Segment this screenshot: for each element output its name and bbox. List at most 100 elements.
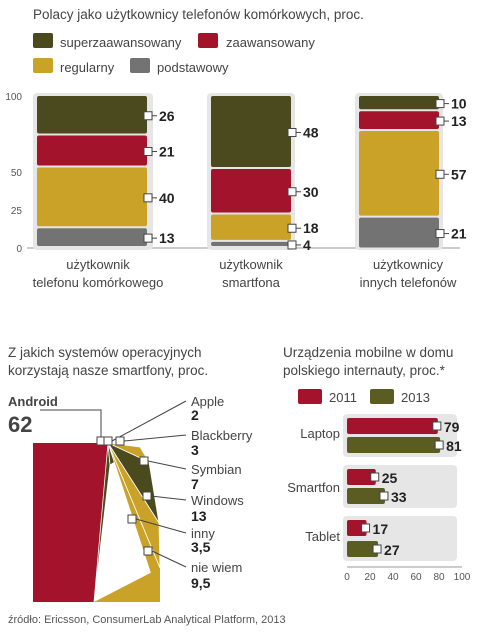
value-label-0-superzaawansowany: 26	[159, 108, 175, 124]
bar-seg-2-zaawansowany	[359, 111, 439, 129]
hbar-marker-Tablet-2013	[372, 544, 382, 554]
legend-label-2013: 2013	[401, 390, 430, 405]
legend-swatch-regularny	[33, 58, 53, 73]
bar-seg-0-regularny	[37, 167, 147, 227]
x-tick-80: 80	[433, 572, 445, 583]
marker-2-superzaawansowany	[435, 99, 445, 109]
value-label-1-regularny: 18	[303, 220, 319, 236]
slice-value-android: 62	[8, 412, 32, 437]
value-label-2-superzaawansowany: 10	[451, 96, 467, 112]
legend-swatch-2011	[298, 389, 322, 404]
chart2-title-line2: korzystają nasze smartfony, proc.	[8, 363, 208, 378]
slice-label-android: Android	[8, 394, 58, 409]
marker-0-zaawansowany	[143, 146, 153, 156]
legend-label-superzaawansowany: superzaawansowany	[60, 35, 182, 50]
x-tick-20: 20	[364, 572, 376, 583]
slice-label-Apple: Apple	[191, 394, 224, 409]
chart3-title-line1: Urządzenia mobilne w domu	[283, 345, 453, 360]
y-tick-50: 50	[11, 168, 23, 179]
bar-seg-2-superzaawansowany	[359, 96, 439, 110]
leader-Symbian	[147, 460, 187, 470]
slice-value-Symbian: 7	[191, 476, 199, 492]
bar-seg-1-podstawowy	[211, 241, 291, 246]
hbar-Laptop-2011	[347, 418, 438, 434]
marker-Windows	[142, 491, 152, 501]
hbar-marker-Laptop-2013	[434, 440, 444, 450]
x-tick-100: 100	[454, 572, 471, 583]
category-label-2-line2: innych telefonów	[360, 275, 457, 290]
value-label-2-zaawansowany: 13	[451, 113, 467, 129]
hbar-marker-Smartfon-2011	[370, 472, 380, 482]
hbar-value-Tablet-2011: 17	[373, 521, 389, 537]
hbar-marker-Tablet-2011	[361, 523, 371, 533]
hbar-category-Laptop: Laptop	[300, 426, 340, 441]
leader-android	[40, 409, 102, 437]
category-label-0-line1: użytkownik	[66, 257, 130, 272]
marker-Blackberry	[115, 436, 125, 446]
legend-swatch-superzaawansowany	[33, 33, 53, 48]
chart3-title-line2: polskiego internauty, proc.*	[283, 363, 446, 378]
legend-label-podstawowy: podstawowy	[157, 60, 229, 75]
hbar-value-Laptop-2013: 81	[446, 438, 462, 454]
hbar-category-Tablet: Tablet	[305, 529, 340, 544]
hbar-marker-Smartfon-2013	[379, 491, 389, 501]
x-tick-0: 0	[344, 572, 350, 583]
category-label-0-line2: telefonu komórkowego	[33, 275, 164, 290]
hbar-Smartfon-2013	[347, 488, 385, 504]
marker-Symbian	[139, 456, 149, 466]
bar-seg-1-regularny	[211, 214, 291, 240]
hbar-marker-Laptop-2011	[432, 421, 442, 431]
slice-label-inny: inny	[191, 526, 215, 541]
leader-nie-wiem	[151, 550, 187, 568]
value-label-2-podstawowy: 21	[451, 226, 467, 242]
chart2-title-line1: Z jakich systemów operacyjnych	[8, 345, 202, 360]
value-label-1-podstawowy: 4	[303, 237, 311, 253]
bar-seg-1-superzaawansowany	[211, 96, 291, 167]
bar-seg-0-zaawansowany	[37, 135, 147, 166]
x-tick-60: 60	[410, 572, 422, 583]
marker-2-zaawansowany	[435, 116, 445, 126]
value-label-0-podstawowy: 13	[159, 230, 175, 246]
legend-swatch-podstawowy	[130, 58, 150, 73]
slice-label-nie-wiem: nie wiem	[191, 560, 242, 575]
marker-2-regularny	[435, 169, 445, 179]
legend-swatch-2013	[370, 389, 394, 404]
bar-seg-0-superzaawansowany	[37, 96, 147, 134]
category-label-1-line2: smartfona	[222, 275, 281, 290]
hbar-category-Smartfon: Smartfon	[287, 480, 340, 495]
hbar-value-Smartfon-2011: 25	[382, 470, 398, 486]
slice-value-Apple: 2	[191, 407, 199, 423]
hbar-value-Tablet-2013: 27	[384, 542, 400, 558]
marker-inny	[127, 514, 137, 524]
marker-1-superzaawansowany	[287, 127, 297, 137]
y-tick-100: 100	[5, 92, 22, 103]
marker-nie-wiem	[143, 546, 153, 556]
y-tick-25: 25	[11, 206, 23, 217]
slice-android	[33, 443, 108, 602]
category-label-1-line1: użytkownik	[219, 257, 283, 272]
category-label-2-line1: użytkownicy	[373, 257, 444, 272]
legend-swatch-zaawansowany	[198, 33, 218, 48]
marker-2-podstawowy	[435, 229, 445, 239]
leader-inny	[135, 518, 187, 534]
value-label-1-superzaawansowany: 48	[303, 124, 319, 140]
marker-0-superzaawansowany	[143, 111, 153, 121]
bar-seg-2-podstawowy	[359, 217, 439, 248]
hbar-value-Laptop-2011: 79	[444, 419, 460, 435]
bar-seg-2-regularny	[359, 130, 439, 216]
legend-label-2011: 2011	[329, 390, 357, 405]
value-label-1-zaawansowany: 30	[303, 184, 319, 200]
hbar-Smartfon-2011	[347, 469, 376, 485]
x-tick-40: 40	[387, 572, 399, 583]
value-label-0-zaawansowany: 21	[159, 143, 175, 159]
slice-label-Blackberry: Blackberry	[191, 428, 253, 443]
legend-label-zaawansowany: zaawansowany	[226, 35, 315, 50]
value-label-0-regularny: 40	[159, 190, 175, 206]
slice-fill-bottom	[94, 568, 160, 602]
value-label-2-regularny: 57	[451, 166, 467, 182]
y-tick-0: 0	[16, 244, 22, 255]
chart1-title: Polacy jako użytkownicy telefonów komórk…	[33, 7, 364, 22]
slice-value-inny: 3,5	[191, 539, 211, 555]
slice-value-Blackberry: 3	[191, 442, 199, 458]
